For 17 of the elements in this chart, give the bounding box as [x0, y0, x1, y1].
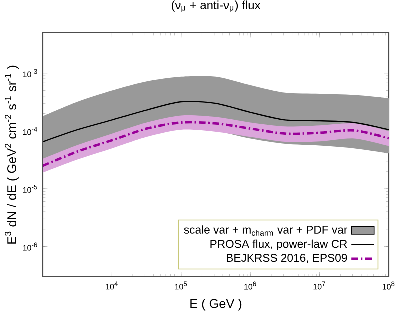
legend-label: BEJKRSS 2016, EPS09	[227, 254, 348, 264]
x-tick-label: 10$^{8}$	[382, 282, 395, 290]
y-tick-label: 10$^{-6}$	[23, 242, 38, 251]
line-series	[43, 101, 390, 143]
y-tick-label: 10$^{-4}$	[23, 127, 38, 136]
legend-label: PROSA flux, power-law CR	[210, 240, 348, 250]
y-tick-label: 10$^{-5}$	[23, 184, 38, 194]
x-axis-title: E ( GeV )	[190, 298, 242, 311]
line-series	[43, 121, 390, 168]
x-tick-label: 10$^{5}$	[175, 282, 188, 290]
legend-label: scale var + m$_{charm}$ var + PDF var	[184, 226, 348, 236]
x-tick-label: 10$^{7}$	[314, 282, 326, 290]
y-tick-label: 10$^{-3}$	[23, 69, 38, 78]
x-tick-label: 10$^{4}$	[106, 282, 118, 290]
chart-title: (ν$_{μ}$ + anti-ν$_{μ}$) flux	[172, 0, 261, 12]
text: E$^{3}$ dN / dE ( GeV$^{2}$ cm$^{-2}$ s$^{-1}$ sr$^{-1}$ )	[5, 66, 19, 244]
x-tick-label: 10$^{6}$	[244, 282, 256, 290]
